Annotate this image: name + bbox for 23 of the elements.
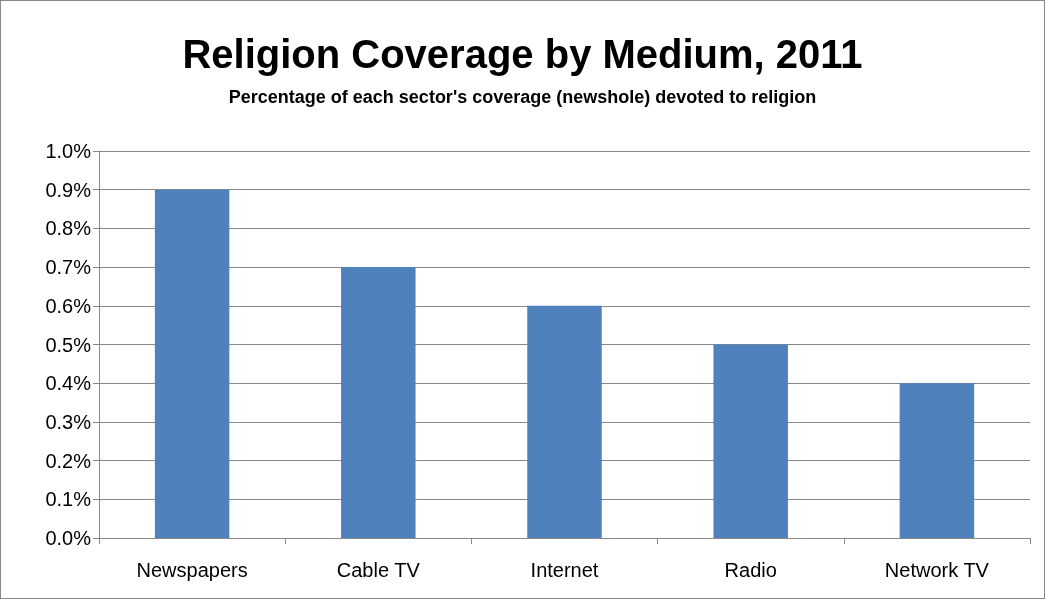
y-tick-label: 0.9% [45, 178, 92, 201]
y-tick-label: 0.3% [45, 410, 92, 433]
chart-subtitle: Percentage of each sector's coverage (newshole) devoted to religion [228, 87, 817, 107]
y-tick-label: 0.6% [45, 294, 92, 317]
bar [154, 189, 230, 538]
y-tick-label: 0.7% [45, 256, 92, 279]
bar [713, 344, 788, 538]
x-tick-label: Radio [724, 559, 777, 581]
chart-title: Religion Coverage by Medium, 2011 [182, 32, 863, 76]
x-tick-label: Network TV [884, 559, 990, 581]
y-tick-label: 0.1% [45, 488, 92, 511]
bar [527, 305, 602, 538]
y-tick-label: 1.0% [45, 140, 92, 162]
x-tick-label: Cable TV [336, 559, 421, 581]
y-tick-label: 0.8% [45, 217, 92, 240]
bar [899, 383, 975, 538]
y-tick-label: 0.4% [45, 372, 92, 395]
bar [341, 267, 416, 538]
x-tick-label: Newspapers [136, 559, 248, 581]
y-tick-label: 0.0% [45, 527, 92, 549]
x-tick-label: Internet [530, 559, 599, 581]
y-tick-label: 0.5% [45, 333, 92, 356]
y-tick-label: 0.2% [45, 449, 92, 472]
